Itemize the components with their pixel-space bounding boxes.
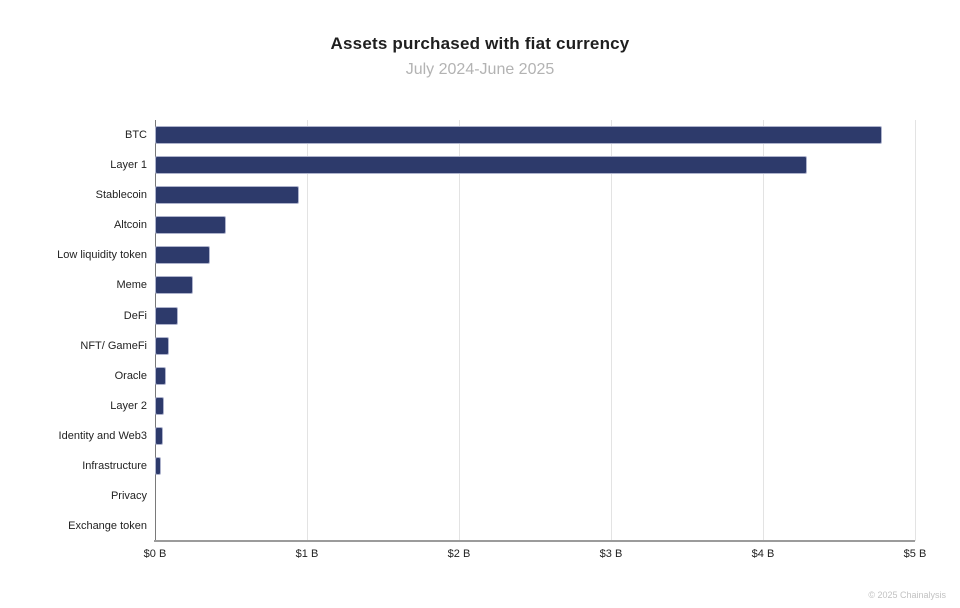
x-axis-line <box>154 540 915 542</box>
gridline <box>915 120 916 541</box>
x-axis-ticks: $0 B $1 B $2 B $3 B $4 B $5 B <box>144 548 927 562</box>
gridline <box>459 120 460 541</box>
chart-row-altcoin: Altcoin <box>114 210 915 240</box>
category-label: Oracle <box>114 369 147 382</box>
chart-row-defi: DeFi <box>124 300 915 330</box>
x-tick-label: $5 B <box>903 548 927 560</box>
chart-row-btc: BTC <box>125 120 915 150</box>
chart-row-stablecoin: Stablecoin <box>96 180 915 210</box>
chart-row-exchange-token: Exchange token <box>68 511 915 541</box>
y-axis-line <box>155 120 156 541</box>
chart-subtitle: July 2024-June 2025 <box>405 61 555 78</box>
x-tick-label: $1 B <box>295 548 319 560</box>
category-label: Altcoin <box>113 219 147 232</box>
bar-altcoin[interactable] <box>155 216 227 235</box>
gridlines <box>155 120 916 541</box>
chart-row-nft-gamefi: NFT/ GameFi <box>80 331 915 361</box>
category-label: BTC <box>125 129 147 142</box>
chart-row-privacy: Privacy <box>111 481 915 511</box>
category-label: NFT/ GameFi <box>80 339 147 352</box>
x-tick-label: $0 B <box>143 548 167 560</box>
category-label: Layer 1 <box>110 159 147 172</box>
gridline <box>611 120 612 541</box>
chart-header: Assets purchased with fiat currency July… <box>0 34 960 79</box>
category-label: Identity and Web3 <box>58 429 147 442</box>
bar-stablecoin[interactable] <box>155 186 300 205</box>
chart-row-meme: Meme <box>116 270 915 300</box>
category-label: Meme <box>116 279 147 292</box>
chart-row-oracle: Oracle <box>115 361 915 391</box>
bar-identity-and-web3[interactable] <box>155 426 163 445</box>
bar-rows: BTC Layer 1 Stablecoin Altcoin Low liquidity… <box>57 120 915 541</box>
bar-nft-gamefi[interactable] <box>155 336 169 355</box>
chart-row-layer-2: Layer 2 <box>110 391 915 421</box>
category-label: Exchange token <box>68 520 147 533</box>
x-tick-label: $2 B <box>447 548 471 560</box>
gridline <box>307 120 308 541</box>
chart-title: Assets purchased with fiat currency <box>330 34 630 53</box>
category-label: Privacy <box>110 489 147 502</box>
bar-oracle[interactable] <box>155 366 166 385</box>
bar-defi[interactable] <box>155 306 178 325</box>
plot-area: BTC Layer 1 Stablecoin Altcoin Low liquidity… <box>57 120 926 560</box>
chart-row-identity-and-web3: Identity and Web3 <box>59 421 915 451</box>
chart-row-layer-1: Layer 1 <box>110 150 915 180</box>
bar-layer-1[interactable] <box>155 156 808 175</box>
chart-row-low-liquidity-token: Low liquidity token <box>57 240 915 270</box>
x-tick-label: $4 B <box>751 548 775 560</box>
category-label: Low liquidity token <box>57 249 147 262</box>
category-label: Stablecoin <box>95 189 147 202</box>
bar-btc[interactable] <box>155 126 882 145</box>
category-label: DeFi <box>123 309 147 322</box>
bar-meme[interactable] <box>155 276 193 295</box>
copyright-credit: © 2025 Chainalysis <box>868 590 946 600</box>
gridline <box>763 120 764 541</box>
bar-infrastructure[interactable] <box>155 456 162 475</box>
chart-row-infrastructure: Infrastructure <box>82 451 915 481</box>
bar-low-liquidity-token[interactable] <box>155 246 210 265</box>
x-tick-label: $3 B <box>599 548 623 560</box>
category-label: Infrastructure <box>82 459 147 472</box>
category-label: Layer 2 <box>110 399 147 412</box>
bar-layer-2[interactable] <box>155 396 165 415</box>
